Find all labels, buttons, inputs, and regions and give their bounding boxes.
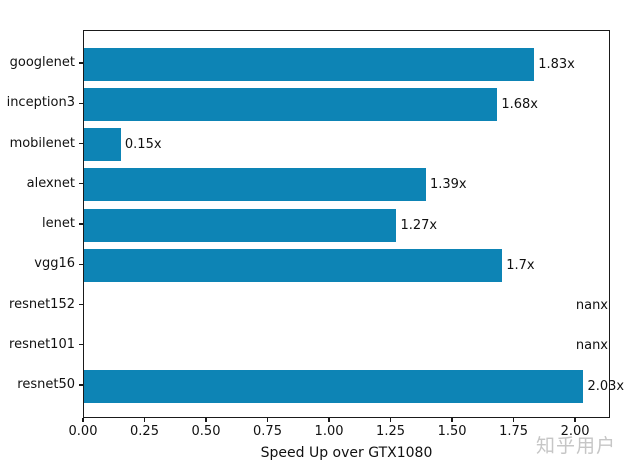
bar-lenet [84, 208, 397, 242]
bar-value-label-mobilenet: 0.15x [124, 137, 162, 152]
x-tick-label-0.00: 0.00 [68, 424, 98, 439]
y-tick-label-inception3: inception3 [6, 95, 75, 111]
x-tick-mark-2.00 [574, 418, 576, 422]
y-tick-label-googlenet: googlenet [9, 55, 75, 70]
y-tick-label-alexnet: alexnet [26, 175, 75, 191]
x-tick-mark-1.75 [512, 418, 515, 422]
bar-inception3 [84, 87, 498, 121]
y-tick-mark-vgg16 [79, 263, 83, 265]
bar-value-label-resnet101: nanx [575, 338, 608, 354]
y-tick-label-resnet152: resnet152 [9, 296, 75, 312]
watermark: 知乎用户 [536, 435, 617, 457]
y-tick-mark-resnet152 [79, 303, 83, 306]
x-axis-title: Speed Up over GTX1080 [260, 445, 433, 461]
y-tick-mark-inception3 [79, 102, 83, 104]
y-tick-label-vgg16: vgg16 [34, 256, 75, 272]
bar-value-label-googlenet: 1.83x [538, 56, 575, 72]
bar-value-label-resnet50: 2.03x [587, 378, 625, 394]
bar-value-label-alexnet: 1.39x [429, 177, 467, 193]
bar-googlenet [84, 47, 535, 81]
x-tick-mark-1.50 [451, 418, 453, 422]
bar-value-label-vgg16: 1.7x [506, 257, 535, 273]
x-tick-mark-1.00 [328, 418, 330, 422]
y-tick-label-lenet: lenet [42, 216, 75, 231]
bar-mobilenet [84, 128, 121, 161]
x-tick-mark-0.00 [82, 418, 84, 422]
y-tick-label-resnet50: resnet50 [17, 377, 75, 392]
y-tick-mark-alexnet [79, 183, 83, 185]
x-tick-label-1.25: 1.25 [376, 424, 405, 439]
bar-value-label-inception3: 1.68x [501, 96, 538, 112]
y-tick-mark-mobilenet [79, 142, 83, 145]
x-tick-label-2.00: 2.00 [560, 424, 590, 439]
x-tick-label-1.75: 1.75 [499, 424, 529, 439]
x-tick-label-1.00: 1.00 [314, 424, 344, 439]
y-tick-label-resnet101: resnet101 [9, 336, 75, 352]
plot-area: 1.83x 1.68x 0.15x 1.39x 1.27x 1.7x nanx nanx 2.0… [83, 30, 624, 418]
bar-vgg16 [84, 248, 503, 282]
y-tick-mark-lenet [79, 223, 83, 225]
x-tick-mark-0.50 [205, 418, 207, 422]
x-tick-label-0.75: 0.75 [253, 424, 282, 439]
x-tick-label-0.25: 0.25 [130, 424, 159, 439]
bar-resnet50 [84, 369, 584, 403]
bar-value-label-resnet152: nanx [575, 298, 608, 313]
x-tick-label-0.50: 0.50 [191, 424, 221, 439]
y-tick-mark-resnet50 [79, 384, 83, 386]
x-tick-label-1.50: 1.50 [437, 424, 467, 439]
x-tick-mark-1.25 [389, 418, 392, 422]
y-tick-label-mobilenet: mobilenet [9, 135, 75, 151]
x-tick-mark-0.75 [266, 418, 269, 422]
bar-alexnet [84, 168, 426, 202]
x-tick-mark-0.25 [143, 418, 146, 422]
y-tick-mark-googlenet [79, 62, 83, 64]
y-tick-mark-resnet101 [79, 344, 83, 346]
bar-value-label-lenet: 1.27x [400, 217, 438, 233]
